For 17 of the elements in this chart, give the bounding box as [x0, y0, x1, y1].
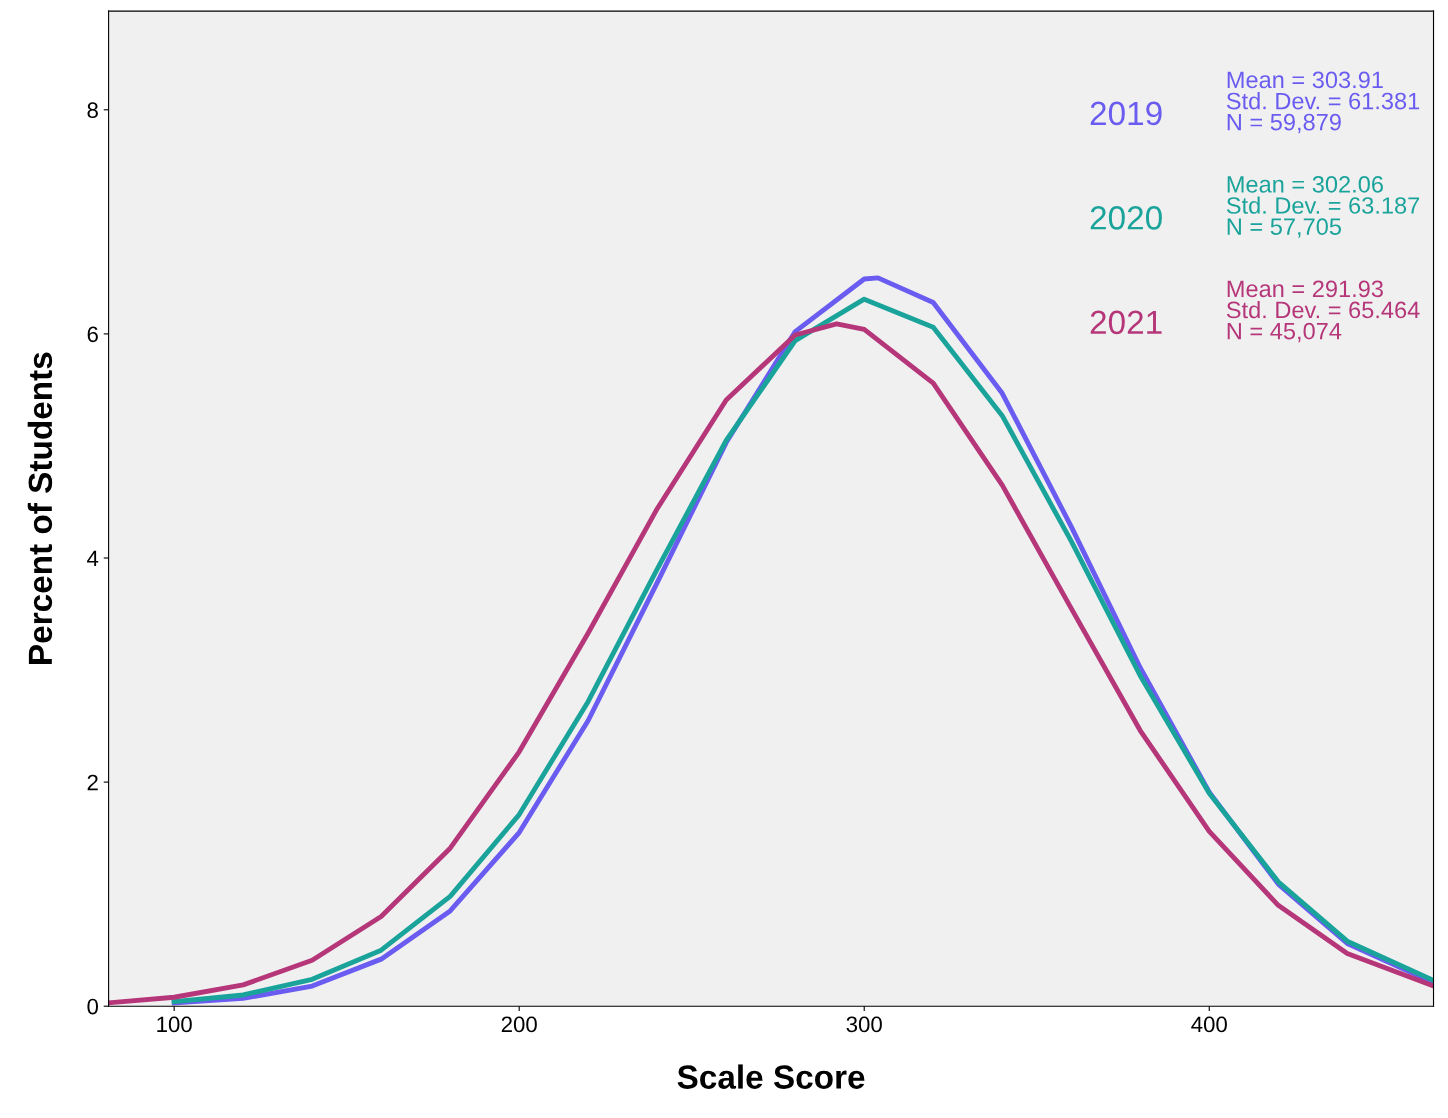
text: 2021	[1090, 310, 1162, 335]
y-tick-label: 8	[87, 102, 98, 119]
x-axis-title: Scale Score	[677, 1064, 865, 1089]
x-tick-label: 200	[501, 1016, 537, 1033]
x-tick-label: 100	[157, 1016, 192, 1033]
y-tick-label: 6	[87, 326, 98, 343]
text: 2020	[1090, 206, 1162, 230]
annotation: Mean = 302.06 Std. Dev. = 63.187 N = 57,705	[1226, 175, 1420, 238]
y-axis-title: Percent of Students	[27, 352, 53, 664]
annotation: Mean = 303.91 Std. Dev. = 61.381 N = 59,879	[1226, 71, 1420, 134]
x-tick-label: 400	[1191, 1016, 1227, 1033]
annotation: Mean = 291.93 Std. Dev. = 65.464 N = 45,074	[1226, 280, 1420, 343]
text: 2019	[1090, 101, 1162, 126]
y-tick-label: 2	[87, 774, 98, 791]
x-tick-label: 300	[846, 1016, 882, 1033]
y-tick-label: 0	[87, 998, 99, 1015]
y-tick-label: 4	[87, 550, 99, 567]
